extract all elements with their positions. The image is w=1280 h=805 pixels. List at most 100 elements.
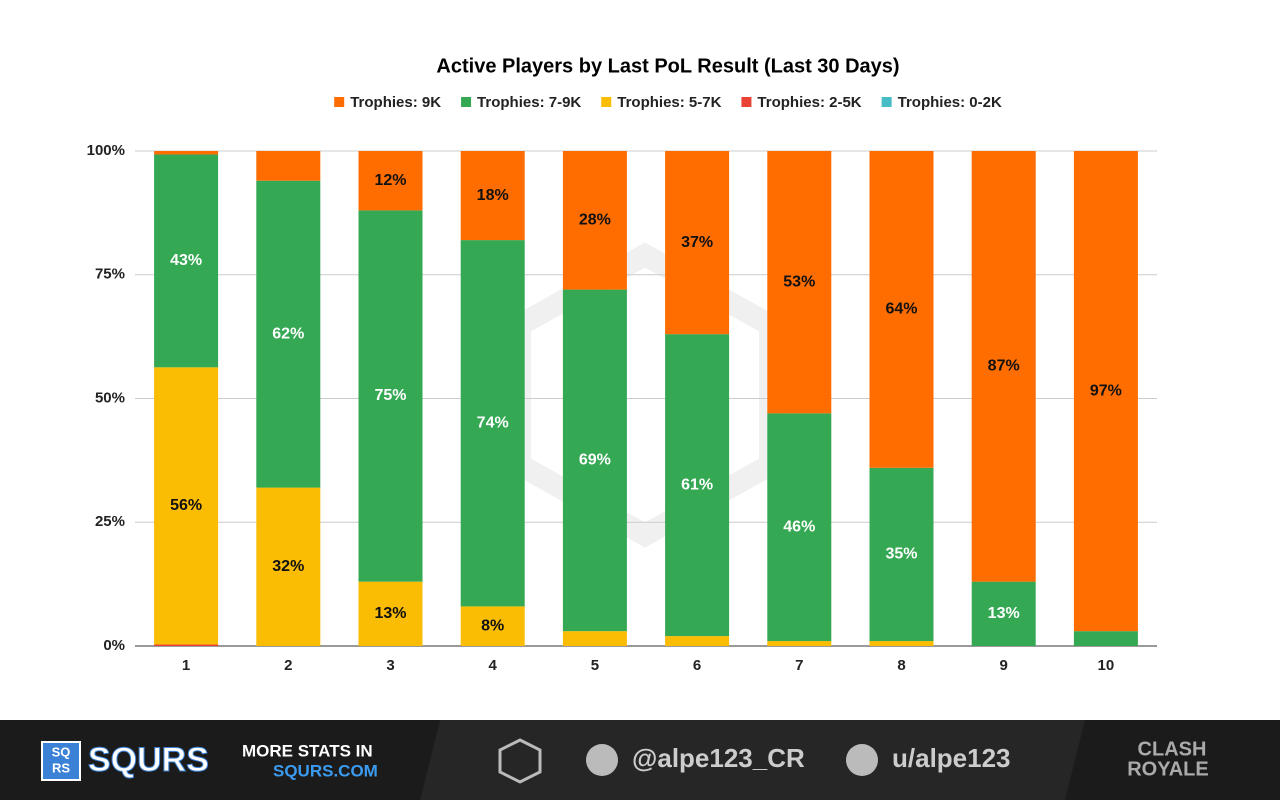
- bar-segment: [767, 413, 832, 642]
- brand: SQURS: [88, 741, 209, 779]
- legend-swatch: [601, 97, 612, 107]
- data-label: 53%: [783, 273, 815, 290]
- bar-segment: [460, 151, 525, 241]
- reddit-icon: [846, 744, 878, 776]
- data-label: 18%: [477, 187, 509, 204]
- legend-label: Trophies: 9K: [350, 94, 441, 111]
- bar-segment: [256, 151, 321, 181]
- promo: MORE STATS IN: [242, 741, 373, 760]
- plot: 0% 25% 50% 75% 100% 1 56% 43% 2 32% 62% 3 13% 75% 12% 4…: [87, 142, 1157, 674]
- bar-segment: [154, 367, 219, 645]
- bar-segment: [869, 151, 934, 468]
- bar-segment: [154, 151, 219, 155]
- y-tick-label: 0%: [103, 637, 125, 654]
- data-label: 28%: [579, 212, 611, 229]
- reddit-handle[interactable]: u/alpe123: [892, 743, 1011, 773]
- data-label: 12%: [374, 172, 406, 189]
- legend-item: Trophies: 7-9K: [461, 94, 581, 111]
- legend-item: Trophies: 5-7K: [601, 94, 722, 111]
- legend-item: Trophies: 0-2K: [881, 94, 1002, 111]
- bar-segment: [256, 180, 321, 488]
- x-tick-label: 1: [182, 657, 190, 674]
- legend-label: Trophies: 7-9K: [477, 94, 581, 111]
- x-tick-label: 4: [489, 657, 498, 674]
- promo-link[interactable]: SQURS.COM: [273, 761, 378, 780]
- legend-item: Trophies: 9K: [334, 94, 441, 111]
- data-label: 97%: [1090, 382, 1122, 399]
- x-tick-label: 8: [897, 657, 905, 674]
- squrs-logo: [41, 741, 81, 781]
- twitter-icon: [586, 744, 618, 776]
- data-label: 75%: [374, 387, 406, 404]
- game-logo: ROYALE: [1127, 758, 1209, 780]
- legend-label: Trophies: 5-7K: [617, 94, 721, 111]
- data-label: 46%: [783, 518, 815, 535]
- legend-swatch: [741, 97, 752, 107]
- bar-segment: [665, 151, 730, 335]
- legend-swatch: [461, 97, 472, 107]
- legend-label: Trophies: 2-5K: [757, 94, 861, 111]
- x-tick-label: 6: [693, 657, 701, 674]
- x-tick-label: 7: [795, 657, 803, 674]
- legend-swatch: [334, 97, 345, 107]
- footer-panel: [0, 720, 440, 800]
- icon: [498, 738, 542, 784]
- x-tick-label: 10: [1098, 657, 1115, 674]
- data-label: 8%: [481, 617, 504, 634]
- bar-segment: [460, 240, 525, 607]
- bar-segment: [562, 631, 627, 646]
- legend-label: Trophies: 0-2K: [898, 94, 1002, 111]
- data-label: 32%: [272, 558, 304, 575]
- data-label: 56%: [170, 497, 202, 514]
- bar-segment: [869, 641, 934, 646]
- bar-segment: [358, 151, 423, 211]
- y-tick-label: 100%: [87, 142, 125, 159]
- bar-segment: [358, 210, 423, 582]
- x-tick-label: 9: [1000, 657, 1008, 674]
- bar-segment: [358, 581, 423, 646]
- y-tick-label: 25%: [95, 513, 125, 530]
- bar-segment: [562, 151, 627, 290]
- data-label: 74%: [477, 414, 509, 431]
- bar-segment: [665, 334, 730, 637]
- bar-segment: [154, 154, 219, 368]
- data-label: 43%: [170, 252, 202, 269]
- bar-segment: [971, 151, 1036, 582]
- bar-segment: [767, 641, 832, 646]
- data-label: 37%: [681, 234, 713, 251]
- data-label: 87%: [988, 358, 1020, 375]
- bar-segment: [971, 581, 1036, 646]
- game-logo: CLASH: [1138, 738, 1207, 760]
- data-label: 35%: [885, 546, 917, 563]
- bar-segment: [869, 467, 934, 642]
- footer-panel: [1065, 720, 1280, 800]
- bar-segment: [665, 636, 730, 646]
- legend-item: Trophies: 2-5K: [741, 94, 862, 111]
- y-tick-label: 75%: [95, 266, 125, 283]
- legend-swatch: [881, 97, 892, 107]
- x-tick-label: 5: [591, 657, 599, 674]
- chart-title: Active Players by Last PoL Result (Last …: [436, 55, 899, 77]
- data-label: 69%: [579, 452, 611, 469]
- bar-segment: [1073, 151, 1138, 632]
- data-label: 64%: [885, 301, 917, 318]
- logo-text: SQ: [52, 744, 71, 759]
- bar-segment: [256, 487, 321, 646]
- bar-segment: [460, 606, 525, 646]
- y-tick-label: 50%: [95, 389, 125, 406]
- data-label: 13%: [988, 605, 1020, 622]
- twitter-handle[interactable]: @alpe123_CR: [632, 743, 805, 773]
- bar-segment: [562, 289, 627, 632]
- x-tick-label: 3: [386, 657, 394, 674]
- bar-segment: [767, 151, 832, 414]
- bar-segment: [1073, 631, 1138, 646]
- x-tick-label: 2: [284, 657, 292, 674]
- legend: Trophies: 9K Trophies: 7-9K Trophies: 5-7K…: [334, 94, 1002, 111]
- data-label: 61%: [681, 476, 713, 493]
- logo-text: RS: [52, 760, 70, 775]
- data-label: 13%: [374, 605, 406, 622]
- bar-segment: [154, 644, 219, 646]
- data-label: 62%: [272, 325, 304, 342]
